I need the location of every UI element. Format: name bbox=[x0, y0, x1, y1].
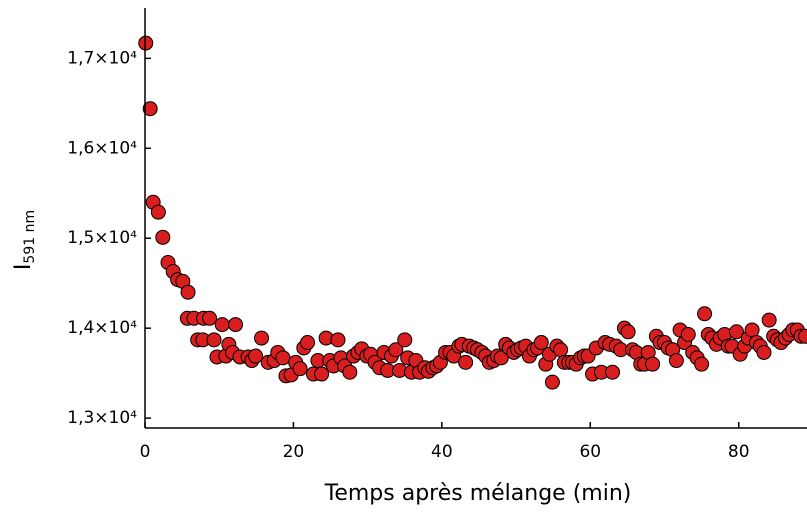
point bbox=[680, 326, 696, 342]
point bbox=[300, 335, 316, 351]
point bbox=[728, 324, 744, 340]
x-tick-label: 0 bbox=[140, 442, 151, 462]
point bbox=[142, 101, 158, 117]
point bbox=[798, 328, 807, 344]
point bbox=[756, 344, 772, 360]
point bbox=[150, 204, 166, 220]
points bbox=[138, 35, 807, 390]
y-tick-label: 1,7×10⁴ bbox=[67, 48, 137, 68]
point bbox=[697, 306, 713, 322]
y-tick-label: 1,5×10⁴ bbox=[67, 228, 137, 248]
point bbox=[314, 366, 330, 382]
point bbox=[620, 324, 636, 340]
point bbox=[397, 332, 413, 348]
point bbox=[761, 312, 777, 328]
point bbox=[254, 330, 270, 346]
point bbox=[228, 317, 244, 333]
x-tick-label: 40 bbox=[431, 442, 453, 462]
x-tick-label: 60 bbox=[579, 442, 601, 462]
point bbox=[202, 310, 218, 326]
y-tick-label: 1,6×10⁴ bbox=[67, 138, 137, 158]
point bbox=[668, 353, 684, 369]
point bbox=[458, 354, 474, 370]
point bbox=[694, 356, 710, 372]
point bbox=[180, 284, 196, 300]
point bbox=[214, 317, 230, 333]
x-tick-label: 20 bbox=[283, 442, 305, 462]
point bbox=[292, 361, 308, 377]
point bbox=[533, 335, 549, 351]
y-tick-label: 1,4×10⁴ bbox=[67, 318, 137, 338]
y-label-sub: 591 nm bbox=[22, 210, 38, 264]
point bbox=[330, 332, 346, 348]
x-tick-label: 80 bbox=[728, 442, 750, 462]
point bbox=[493, 350, 509, 366]
point bbox=[388, 342, 404, 358]
point bbox=[744, 322, 760, 338]
point bbox=[275, 350, 291, 366]
x-axis-label: Temps après mélange (min) bbox=[324, 481, 632, 506]
y-axis-label: I591 nm bbox=[11, 210, 38, 270]
y-tick-label: 1,3×10⁴ bbox=[67, 408, 137, 428]
y-label-main: I bbox=[11, 264, 36, 271]
point bbox=[544, 374, 560, 390]
point bbox=[206, 332, 222, 348]
point bbox=[248, 348, 264, 364]
point bbox=[645, 356, 661, 372]
point bbox=[605, 364, 621, 380]
point bbox=[342, 364, 358, 380]
point bbox=[155, 229, 171, 245]
point bbox=[553, 342, 569, 358]
